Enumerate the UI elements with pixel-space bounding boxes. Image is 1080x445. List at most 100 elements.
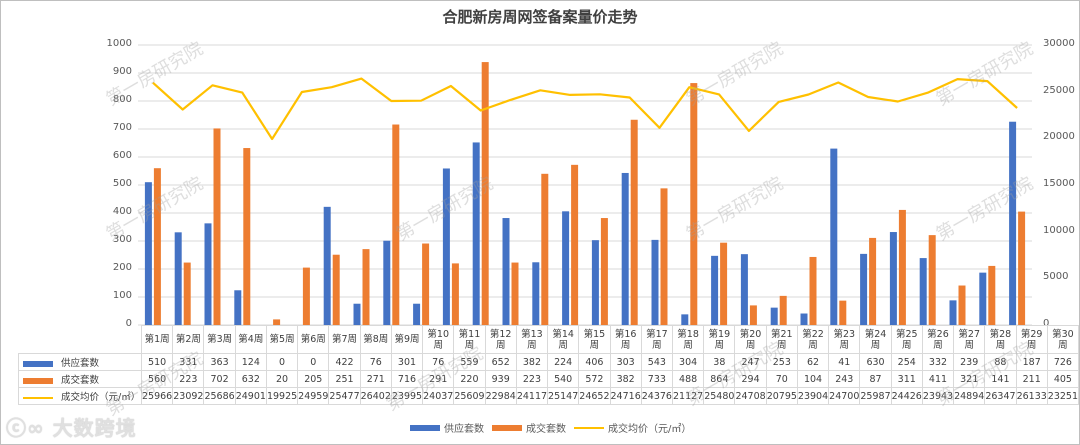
table-cell: 24894 <box>953 387 986 405</box>
table-cell: 124 <box>234 353 267 371</box>
bar-deals <box>332 254 340 325</box>
table-cell: 87 <box>859 370 892 388</box>
table-cell: 88 <box>984 353 1017 371</box>
table-header-cell: 第9周 <box>390 325 424 354</box>
table-header-cell: 第24 周 <box>859 325 892 354</box>
left-axis-tick: 600 <box>112 150 132 161</box>
table-cell: 559 <box>453 353 486 371</box>
table-cell: 543 <box>640 353 673 371</box>
bar-deals <box>243 148 251 325</box>
table-header-cell: 第23 周 <box>828 325 861 354</box>
table-cell: 25147 <box>547 387 580 405</box>
row-label: 成交均价（元/㎡） <box>18 387 142 405</box>
table-row: 成交均价（元/㎡） 25966 23092 25686 24901 19925 24959 2… <box>18 387 1080 405</box>
legend-item-deals: 成交套数 <box>492 420 566 435</box>
table-header-cell: 第21 周 <box>765 325 798 354</box>
table-header-cell: 第5周 <box>265 325 299 354</box>
table-cell: 23943 <box>921 387 955 405</box>
table-cell: 331 <box>172 353 205 371</box>
bar-supply <box>919 258 927 325</box>
bar-deals <box>839 300 847 325</box>
table-cell: 23995 <box>390 387 424 405</box>
bar-supply <box>413 303 421 325</box>
right-axis-tick: 5000 <box>1043 271 1069 283</box>
left-axis-tick: 500 <box>112 178 132 189</box>
bar-supply <box>383 240 391 325</box>
legend-item-supply: 供应套数 <box>410 420 484 435</box>
bar-supply <box>472 142 480 325</box>
table-header-cell: 第3周 <box>203 325 236 354</box>
bar-deals <box>302 267 310 325</box>
right-axis-tick: 0 <box>1043 318 1050 329</box>
logo: ⓒ∞ 大数跨境 <box>6 412 137 441</box>
table-header-cell: 第28 周 <box>984 325 1017 354</box>
bar-supply <box>800 313 808 325</box>
bar-deals <box>928 235 936 325</box>
table-header-cell: 第19 周 <box>703 325 736 354</box>
table-cell: 24376 <box>640 387 673 405</box>
bar-supply <box>144 182 152 325</box>
table-cell: 76 <box>422 353 455 371</box>
bar-deals <box>749 305 757 325</box>
table-cell: 25480 <box>703 387 736 405</box>
legend-swatch-deals <box>492 424 522 431</box>
table-cell: 25477 <box>328 387 361 405</box>
bar-deals <box>720 242 728 325</box>
bar-deals <box>600 218 608 325</box>
left-axis-tick: 900 <box>112 66 132 77</box>
row-label: 供应套数 <box>18 353 142 371</box>
table-corner <box>18 325 142 354</box>
table-cell: 939 <box>484 370 517 388</box>
table-cell: 253 <box>765 353 798 371</box>
table-row: 成交套数 560 223 702 632 20 205 251 271 716 291 220 939 2… <box>18 370 1080 388</box>
series-label: 供应套数 <box>61 358 100 369</box>
table-cell: 26133 <box>1015 387 1048 405</box>
bar-supply <box>1009 121 1017 325</box>
table-cell: 223 <box>515 370 549 388</box>
bar-deals <box>779 295 787 325</box>
table-cell: 332 <box>921 353 955 371</box>
table-header-cell: 第26 周 <box>921 325 955 354</box>
series-swatch <box>23 396 53 399</box>
table-cell: 26402 <box>359 387 392 405</box>
table-header-cell: 第13 周 <box>515 325 549 354</box>
table-cell: 652 <box>484 353 517 371</box>
table-cell: 211 <box>1015 370 1048 388</box>
bar-supply <box>740 254 748 325</box>
bar-deals <box>1018 211 1026 325</box>
table-cell: 382 <box>515 353 549 371</box>
table-cell: 251 <box>328 370 361 388</box>
legend-label-price: 成交均价（元/㎡） <box>608 424 692 435</box>
series-swatch <box>23 360 53 367</box>
bar-supply <box>979 272 987 325</box>
table-cell: 104 <box>796 370 830 388</box>
legend-label-deals: 成交套数 <box>526 424 566 435</box>
table-cell: 382 <box>609 370 642 388</box>
table-cell: 630 <box>859 353 892 371</box>
bar-supply <box>532 262 540 325</box>
table-cell: 243 <box>828 370 861 388</box>
legend: 供应套数 成交套数 成交均价（元/㎡） <box>410 420 695 435</box>
table-cell: 224 <box>547 353 580 371</box>
right-axis-tick: 30000 <box>1043 38 1075 49</box>
bar-deals <box>809 256 817 325</box>
table-cell: 24652 <box>578 387 611 405</box>
left-axis-tick: 1000 <box>106 38 132 49</box>
right-axis-tick: 20000 <box>1043 131 1075 143</box>
table-cell: 488 <box>671 370 705 388</box>
table-cell: 254 <box>890 353 923 371</box>
left-axis-tick: 200 <box>112 262 132 273</box>
bar-supply <box>830 148 838 325</box>
table-header-cell: 第30 周 <box>1046 325 1080 354</box>
table-cell: 25609 <box>453 387 486 405</box>
table-header-cell: 第4周 <box>234 325 267 354</box>
table-cell: 19925 <box>265 387 299 405</box>
table-cell: 25966 <box>140 387 174 405</box>
table-cell: 363 <box>203 353 236 371</box>
bar-deals <box>183 262 191 325</box>
bar-deals <box>660 188 668 325</box>
bar-deals <box>988 265 996 325</box>
table-cell: 733 <box>640 370 673 388</box>
table-row: 供应套数 510 331 363 124 0 0 422 76 301 76 559 652 382 224… <box>18 353 1080 371</box>
